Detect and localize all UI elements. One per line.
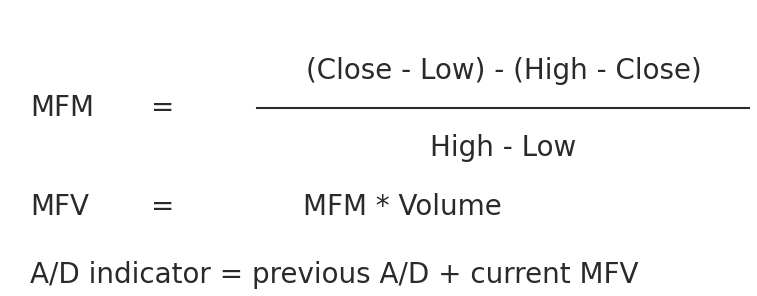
Text: High - Low: High - Low: [430, 134, 577, 162]
Text: MFM * Volume: MFM * Volume: [303, 193, 502, 221]
Text: A/D indicator = previous A/D + current MFV: A/D indicator = previous A/D + current M…: [30, 261, 639, 289]
Text: (Close - Low) - (High - Close): (Close - Low) - (High - Close): [306, 57, 701, 85]
Text: MFV: MFV: [30, 193, 89, 221]
Text: =: =: [151, 193, 175, 221]
Text: =: =: [151, 94, 175, 122]
Text: MFM: MFM: [30, 94, 95, 122]
